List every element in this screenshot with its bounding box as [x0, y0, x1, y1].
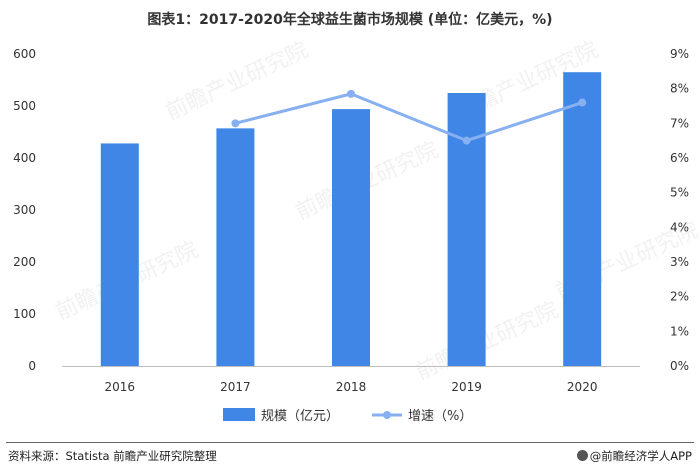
legend-line-marker: [383, 411, 391, 419]
x-tick-label: 2016: [105, 380, 136, 394]
watermark-layer: 前瞻产业研究院前瞻产业研究院前瞻产业研究院前瞻产业研究院前瞻产业研究院前瞻产业研…: [52, 38, 700, 386]
right-axis: 0% 1% 2% 3% 4% 5% 6% 7% 8% 9%: [670, 47, 689, 373]
x-tick-label: 2020: [567, 380, 598, 394]
bar-2016: [100, 143, 139, 366]
left-tick-label: 500: [13, 99, 36, 113]
bar-2020: [563, 72, 602, 366]
brand-text: @前瞻经济学人APP: [589, 449, 692, 463]
bar-2018: [332, 109, 370, 367]
watermark-text: 前瞻产业研究院: [162, 38, 312, 126]
right-tick-label: 9%: [670, 47, 689, 61]
source-note: 资料来源：Statista 前瞻产业研究院整理: [8, 449, 217, 463]
chart-title: 图表1：2017-2020年全球益生菌市场规模 (单位：亿美元，%): [147, 12, 553, 28]
left-tick-label: 200: [13, 255, 36, 269]
line-series: [231, 89, 587, 145]
right-tick-label: 6%: [670, 151, 689, 165]
right-tick-label: 4%: [670, 220, 689, 234]
combo-chart: 前瞻产业研究院前瞻产业研究院前瞻产业研究院前瞻产业研究院前瞻产业研究院前瞻产业研…: [13, 38, 700, 424]
growth-point-2017: [231, 119, 240, 128]
left-tick-label: 100: [13, 307, 36, 321]
bar-2017: [216, 128, 255, 366]
growth-point-2019: [462, 136, 471, 145]
legend-bar-label: 规模（亿元）: [261, 409, 339, 424]
legend: 规模（亿元） 增速（%）: [223, 408, 472, 424]
x-tick-label: 2017: [220, 380, 251, 394]
x-tick-label: 2019: [451, 380, 482, 394]
right-tick-label: 5%: [670, 186, 689, 200]
watermark-text: 前瞻产业研究院: [412, 298, 562, 386]
right-tick-label: 7%: [670, 116, 689, 130]
brand-logo-icon: [576, 450, 588, 461]
left-tick-label: 300: [13, 203, 36, 217]
growth-point-2020: [578, 98, 587, 107]
left-axis: 0 100 200 300 400 500 600: [13, 47, 36, 373]
right-tick-label: 3%: [670, 255, 689, 269]
x-tick-label: 2018: [336, 380, 367, 394]
left-tick-label: 0: [28, 359, 36, 373]
growth-line: [235, 92, 583, 143]
right-tick-label: 1%: [670, 324, 689, 338]
legend-line-label: 增速（%）: [408, 409, 472, 424]
bar-series: [100, 72, 602, 367]
right-tick-label: 8%: [670, 82, 689, 96]
x-axis: 2016 2017 2018 2019 2020: [105, 380, 598, 394]
brand-credit: @前瞻经济学人APP: [576, 448, 692, 464]
growth-point-2018: [347, 89, 355, 98]
legend-bar-swatch: [223, 408, 255, 421]
footer-divider: [6, 442, 694, 443]
right-tick-label: 2%: [670, 290, 689, 304]
left-tick-label: 600: [13, 47, 36, 61]
right-tick-label: 0%: [670, 359, 689, 373]
left-tick-label: 400: [13, 151, 36, 165]
